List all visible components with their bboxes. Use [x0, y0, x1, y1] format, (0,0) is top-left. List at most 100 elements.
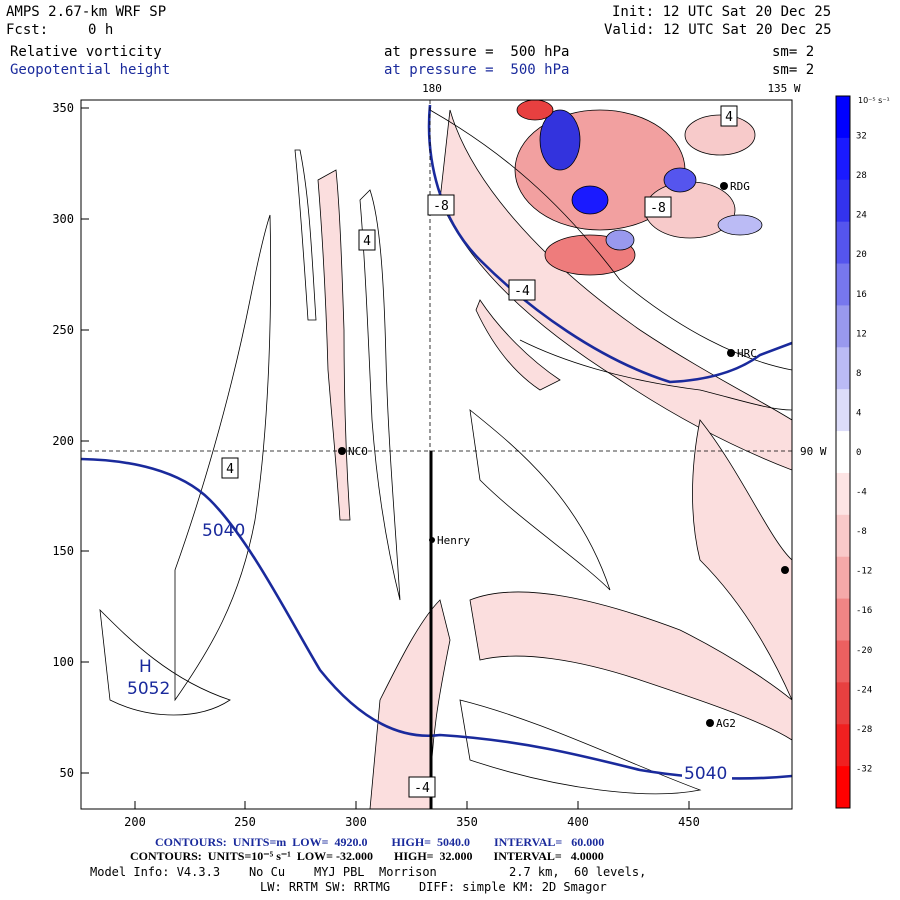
- colorbar-tick-label: 28: [856, 171, 867, 181]
- station-marker: [706, 719, 714, 727]
- colorbar-tick-label: -28: [856, 725, 872, 735]
- height-label: 5040: [202, 521, 245, 541]
- footer-vort-contours: CONTOURS: UNITS=10⁻⁵ s⁻¹ LOW= -32.000 HI…: [130, 849, 604, 863]
- colorbar-tick-label: 4: [856, 408, 861, 418]
- y-tick-label: 50: [60, 766, 74, 780]
- colorbar-tick-label: 12: [856, 329, 867, 339]
- footer-physics: LW: RRTM SW: RRTMG DIFF: simple KM: 2D S…: [260, 880, 607, 894]
- colorbar-cell: [836, 305, 850, 348]
- y-tick-label: 100: [52, 655, 74, 669]
- field2-smoothing: sm= 2: [772, 62, 815, 78]
- station-marker: [720, 182, 728, 190]
- height-contours: [81, 104, 792, 780]
- x-tick-label: 300: [345, 815, 367, 829]
- station-label: Henry: [437, 534, 470, 547]
- station-marker: [781, 566, 789, 574]
- colorbar-cell: [836, 640, 850, 683]
- height-5040-south: [81, 457, 792, 780]
- colorbar-tick-label: 8: [856, 369, 861, 379]
- colorbar-cell: [836, 556, 850, 600]
- positive-contours: [99, 109, 792, 795]
- stations: RDG HRC NCO Henry AG2: [338, 180, 789, 730]
- colorbar-tick-label: -12: [856, 567, 872, 577]
- colorbar-cell: [836, 431, 850, 474]
- x-tick-marks: [134, 801, 690, 809]
- colorbar-tick-label: -8: [856, 527, 867, 537]
- field2-level: at pressure = 500 hPa: [384, 62, 570, 78]
- colorbar-cell: [836, 137, 850, 181]
- neg-band-east: [692, 419, 792, 701]
- colorbar-cell: [836, 766, 850, 809]
- colorbar-cell: [836, 263, 850, 306]
- y-tick-label: 350: [52, 101, 74, 115]
- colorbar-tick-label: 16: [856, 290, 867, 300]
- contour-label: 4: [363, 234, 371, 249]
- station-label: NCO: [348, 445, 368, 458]
- colorbar-cell: [836, 221, 850, 265]
- x-tick-label: 250: [234, 815, 256, 829]
- neg-band-strip-1: [317, 169, 351, 521]
- contour-label: 4: [725, 110, 733, 125]
- field1-name: Relative vorticity: [10, 44, 162, 60]
- plot-frame: [80, 99, 793, 810]
- colorbar-tick-label: 20: [856, 250, 867, 260]
- colorbar-cell: [836, 724, 850, 767]
- y-tick-label: 300: [52, 212, 74, 226]
- colorbar-units: 10⁻⁵ s⁻¹: [858, 96, 890, 105]
- field1-level: at pressure = 500 hPa: [384, 44, 570, 60]
- colorbar-tick-label: -20: [856, 646, 872, 656]
- colorbar-tick-label: -24: [856, 685, 872, 695]
- valid-time: Valid: 12 UTC Sat 20 Dec 25: [604, 22, 832, 38]
- station-label: HRC: [737, 347, 757, 360]
- lat-90w-label: 90 W: [800, 445, 827, 458]
- station-marker: [727, 349, 735, 357]
- high-center-value: 5052: [127, 679, 170, 699]
- high-center-symbol: H: [139, 657, 152, 677]
- x-tick-label: 400: [567, 815, 589, 829]
- lon-180-label: 180: [422, 82, 442, 95]
- colorbar-cell: [836, 514, 850, 558]
- neg-band-lower: [469, 591, 792, 741]
- x-tick-label: 200: [124, 815, 146, 829]
- colorbar-tick-label: 32: [856, 132, 867, 142]
- field1-smoothing: sm= 2: [772, 44, 815, 60]
- lon-135w-label: 135 W: [767, 82, 800, 95]
- fcst-label: Fcst:: [6, 22, 49, 38]
- colorbar-tick-label: -16: [856, 606, 872, 616]
- contour-label: -4: [514, 284, 530, 299]
- colorbar-cell: [836, 179, 850, 223]
- height-5040-north: [427, 104, 792, 384]
- height-label: 5040: [684, 764, 727, 784]
- contour-label: -8: [650, 201, 666, 216]
- colorbar-cell: [836, 598, 850, 641]
- neg-band-west: [475, 299, 561, 391]
- footer-height-contours: CONTOURS: UNITS=m LOW= 4920.0 HIGH= 5040…: [155, 835, 605, 849]
- colorbar-tick-label: 24: [856, 211, 867, 221]
- station-label: RDG: [730, 180, 750, 193]
- station-marker: [338, 447, 346, 455]
- colorbar-cell: [836, 347, 850, 390]
- x-tick-label: 350: [456, 815, 478, 829]
- y-tick-label: 250: [52, 323, 74, 337]
- y-tick-label: 150: [52, 544, 74, 558]
- y-tick-label: 200: [52, 434, 74, 448]
- colorbar-tick-label: -32: [856, 764, 872, 774]
- station-marker: [429, 537, 435, 543]
- contour-label: 4: [226, 462, 234, 477]
- colorbar: 32 28 24 20 16 12 8 4 0 -4 -8 -12 -16 -20 -24 -28 -32 10…: [835, 95, 890, 809]
- colorbar-cell: [836, 682, 850, 725]
- model-title: AMPS 2.67-km WRF SP: [6, 4, 167, 20]
- colorbar-tick-label: 0: [856, 448, 861, 458]
- contour-label: -4: [414, 781, 430, 796]
- colorbar-cell: [836, 389, 850, 432]
- init-time: Init: 12 UTC Sat 20 Dec 25: [612, 4, 832, 20]
- neg-band-diag: [439, 109, 792, 471]
- x-tick-label: 450: [678, 815, 700, 829]
- shading-layer: [317, 109, 792, 809]
- y-tick-marks: [81, 107, 89, 774]
- colorbar-cell: [836, 96, 850, 139]
- colorbar-tick-label: -4: [856, 488, 867, 498]
- station-label: AG2: [716, 717, 736, 730]
- contour-label: -8: [433, 199, 449, 214]
